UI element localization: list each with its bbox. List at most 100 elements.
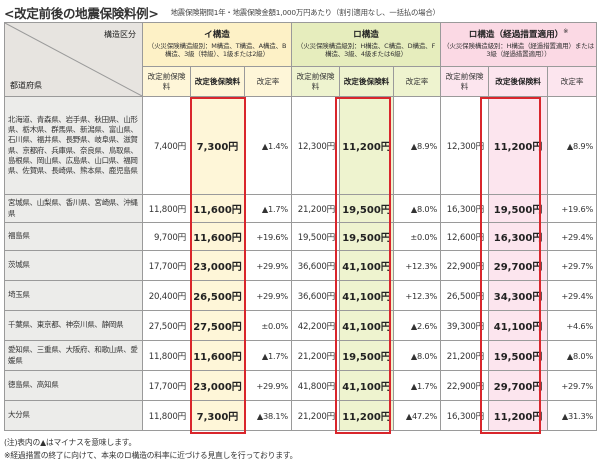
after-premium-cell: 19,500円 [339,194,394,223]
before-premium-cell: 39,300円 [440,310,490,341]
before-premium-cell: 41,800円 [291,370,340,401]
after-premium-cell: 11,200円 [339,400,394,431]
table-row: 徳島県、高知県 17,700円 23,000円 +29.9% 41,800円 41,100… [4,370,598,401]
header-row-groups: 構造区分 都道府県 イ構造 （火災保険構造級別：M構造、T構造、A構造、B構造、… [4,22,598,97]
change-rate-cell: +12.3% [392,280,442,311]
premium-table: 構造区分 都道府県 イ構造 （火災保険構造級別：M構造、T構造、A構造、B構造、… [4,22,598,431]
change-rate-cell: +29.4% [547,222,598,251]
change-rate-cell: ▲1.7% [244,194,292,223]
footnotes: (注)表内の▲はマイナスを意味します。 ※経過措置の終了に向けて、本来のロ構造の… [4,437,596,462]
col-after-premium: 改定後保険料 [488,66,549,97]
before-premium-cell: 36,600円 [291,280,340,311]
prefecture-cell: 徳島県、高知県 [4,370,143,401]
change-rate-cell: ▲1.4% [244,96,292,195]
prefecture-cell: 千葉県、東京都、神奈川県、静岡県 [4,310,143,341]
before-premium-cell: 11,800円 [142,194,191,223]
after-premium-cell: 19,500円 [488,194,549,223]
change-rate-cell: +29.9% [244,280,292,311]
group-header-ro-structure-transitional: ロ構造（経過措置適用）※ （火災保険構造級別：H構造（経過措置適用）または3級（… [440,22,598,67]
after-premium-cell: 19,500円 [488,340,549,371]
before-premium-cell: 27,500円 [142,310,191,341]
group-name: ロ構造（経過措置適用）※ [468,28,569,40]
after-premium-cell: 29,700円 [488,250,549,281]
before-premium-cell: 11,800円 [142,400,191,431]
after-premium-cell: 11,200円 [488,400,549,431]
after-premium-cell: 23,000円 [190,250,245,281]
before-premium-cell: 12,600円 [440,222,490,251]
prefecture-cell: 大分県 [4,400,143,431]
change-rate-cell: ▲2.6% [392,310,442,341]
after-premium-cell: 41,100円 [339,250,394,281]
col-after-premium: 改定後保険料 [339,66,394,97]
table-row: 愛知県、三重県、大阪府、和歌山県、愛媛県 11,800円 11,600円 ▲1.7% 2… [4,340,598,371]
before-premium-cell: 21,200円 [291,400,340,431]
col-before-premium: 改定前保険料 [440,66,490,97]
before-premium-cell: 42,200円 [291,310,340,341]
after-premium-cell: 11,600円 [190,222,245,251]
group-header-i-structure: イ構造 （火災保険構造級別：M構造、T構造、A構造、B構造、3級（特級）、1級ま… [142,22,292,67]
change-rate-cell: ▲8.9% [392,96,442,195]
after-premium-cell: 29,700円 [488,370,549,401]
page-subtitle: 地震保険期間1年・地震保険金額1,000万円あたり（割引適用なし、一括払の場合） [170,7,440,17]
before-premium-cell: 22,900円 [440,250,490,281]
before-premium-cell: 12,300円 [291,96,340,195]
after-premium-cell: 11,200円 [339,96,394,195]
after-premium-cell: 27,500円 [190,310,245,341]
before-premium-cell: 22,900円 [440,370,490,401]
group-note: （火災保険構造級別：M構造、T構造、A構造、B構造、3級（特級）、1級または2級… [147,41,287,59]
before-premium-cell: 17,700円 [142,370,191,401]
after-premium-cell: 41,100円 [488,310,549,341]
prefecture-cell: 宮城県、山梨県、香川県、宮崎県、沖縄県 [4,194,143,223]
change-rate-cell: ±0.0% [392,222,442,251]
change-rate-cell: +29.4% [547,280,598,311]
prefecture-cell: 愛知県、三重県、大阪府、和歌山県、愛媛県 [4,340,143,371]
after-premium-cell: 23,000円 [190,370,245,401]
prefecture-cell: 茨城県 [4,250,143,281]
before-premium-cell: 21,200円 [440,340,490,371]
after-premium-cell: 11,600円 [190,340,245,371]
after-premium-cell: 26,500円 [190,280,245,311]
after-premium-cell: 7,300円 [190,400,245,431]
table-row: 北海道、青森県、岩手県、秋田県、山形県、栃木県、群馬県、新潟県、富山県、石川県、… [4,96,598,195]
change-rate-cell: ▲8.0% [547,340,598,371]
after-premium-cell: 11,600円 [190,194,245,223]
table-row: 千葉県、東京都、神奈川県、静岡県 27,500円 27,500円 ±0.0% 42,20… [4,310,598,341]
prefecture-label: 都道府県 [10,81,42,90]
before-premium-cell: 9,700円 [142,222,191,251]
prefecture-cell: 北海道、青森県、岩手県、秋田県、山形県、栃木県、群馬県、新潟県、富山県、石川県、… [4,96,143,195]
after-premium-cell: 7,300円 [190,96,245,195]
footnote: (注)表内の▲はマイナスを意味します。 [4,438,137,447]
after-premium-cell: 41,100円 [339,370,394,401]
change-rate-cell: +29.7% [547,370,598,401]
change-rate-cell: ▲8.0% [392,340,442,371]
diagonal-line [5,23,142,96]
col-before-premium: 改定前保険料 [142,66,191,97]
after-premium-cell: 41,100円 [339,310,394,341]
before-premium-cell: 21,200円 [291,340,340,371]
after-premium-cell: 16,300円 [488,222,549,251]
change-rate-cell: +19.6% [547,194,598,223]
change-rate-cell: ▲1.7% [244,340,292,371]
change-rate-cell: ▲31.3% [547,400,598,431]
before-premium-cell: 26,500円 [440,280,490,311]
col-after-premium: 改定後保険料 [190,66,245,97]
change-rate-cell: +4.6% [547,310,598,341]
group-name: ロ構造 [353,29,379,40]
prefecture-cell: 埼玉県 [4,280,143,311]
before-premium-cell: 19,500円 [291,222,340,251]
after-premium-cell: 11,200円 [488,96,549,195]
change-rate-cell: ▲8.9% [547,96,598,195]
after-premium-cell: 19,500円 [339,222,394,251]
before-premium-cell: 12,300円 [440,96,490,195]
group-name: イ構造 [204,29,230,40]
change-rate-cell: +29.7% [547,250,598,281]
before-premium-cell: 16,300円 [440,194,490,223]
table-row: 埼玉県 20,400円 26,500円 +29.9% 36,600円 41,100円 +12… [4,280,598,311]
change-rate-cell: ▲38.1% [244,400,292,431]
after-premium-cell: 34,300円 [488,280,549,311]
change-rate-cell: ▲1.7% [392,370,442,401]
before-premium-cell: 17,700円 [142,250,191,281]
change-rate-cell: +12.3% [392,250,442,281]
table-row: 宮城県、山梨県、香川県、宮崎県、沖縄県 11,800円 11,600円 ▲1.7% 21… [4,194,598,223]
change-rate-cell: +19.6% [244,222,292,251]
